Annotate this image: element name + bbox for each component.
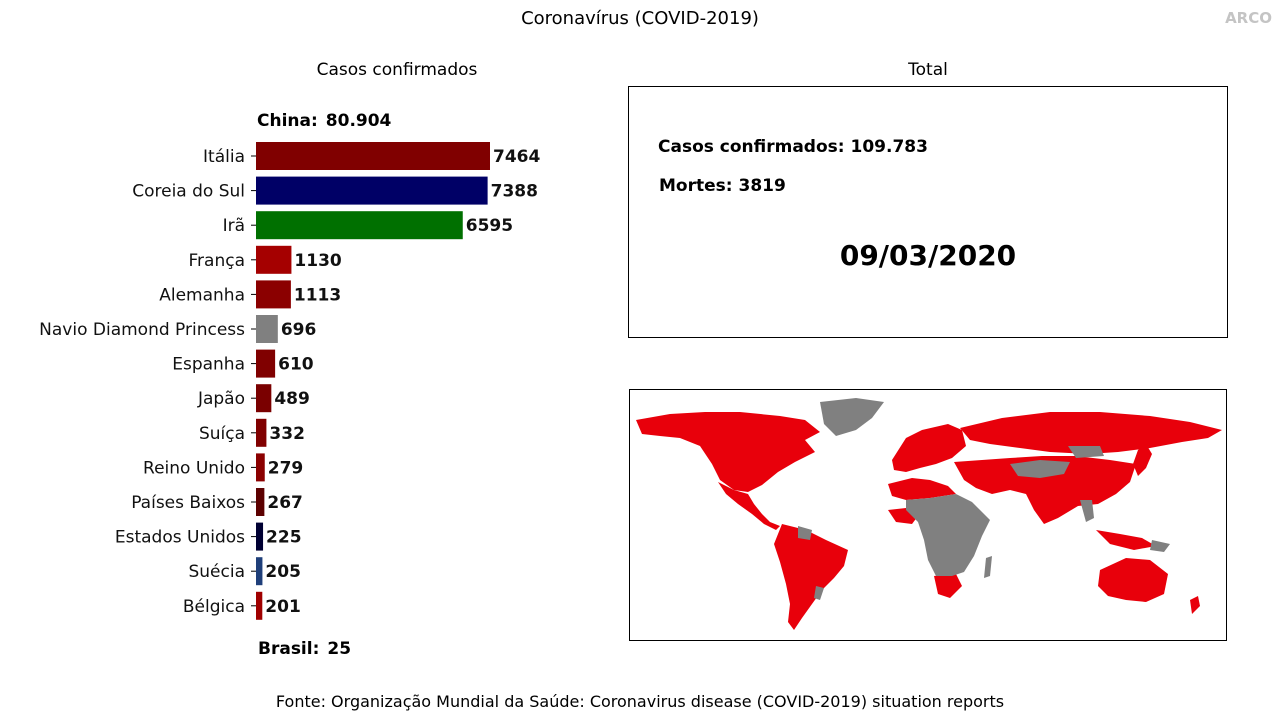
data-label: 7388 (491, 182, 538, 202)
unaffected-countries (798, 398, 1170, 600)
chart-title: Coronavírus (COVID-2019) (521, 8, 759, 29)
bar (256, 245, 292, 274)
y-tick-label: Suécia (188, 562, 245, 582)
brasil-cases: Brasil: 25 (258, 639, 359, 659)
y-tick-label: Países Baixos (131, 493, 245, 513)
data-label: 696 (281, 320, 317, 340)
y-tick-label: Reino Unido (143, 458, 245, 478)
bar (256, 488, 265, 516)
bar (256, 384, 272, 413)
y-tick-label: Estados Unidos (115, 528, 245, 548)
total-deaths-label: Mortes: (659, 176, 733, 196)
data-label: 205 (265, 562, 301, 582)
y-tick-label: Bélgica (183, 597, 245, 617)
y-tick-label: França (189, 251, 246, 271)
total-cases-label: Casos confirmados: (658, 137, 845, 157)
data-label: 7464 (493, 147, 540, 167)
bar (256, 280, 291, 309)
total-deaths-value: 3819 (738, 176, 786, 196)
bar (256, 557, 263, 586)
total-deaths: Mortes: 3819 (659, 176, 786, 196)
total-cases: Casos confirmados: 109.783 (658, 137, 928, 157)
totals-panel: Casos confirmados: 109.783 Mortes: 3819 … (628, 86, 1228, 338)
totals-title: Total (908, 60, 948, 80)
bar (256, 142, 490, 170)
china-label: China: (257, 111, 318, 131)
bar (256, 453, 265, 482)
data-label: 267 (267, 493, 303, 513)
world-map-graphic (636, 398, 1222, 630)
data-label: 489 (274, 389, 310, 409)
y-tick-label: Coreia do Sul (132, 182, 245, 202)
watermark-logo: ARCO (1225, 9, 1272, 27)
data-label: 1113 (294, 285, 341, 305)
data-label: 6595 (466, 216, 513, 236)
china-cases: China: 80.904 (257, 111, 399, 131)
bar (256, 211, 463, 240)
bar (256, 315, 278, 343)
source-note: Fonte: Organização Mundial da Saúde: Cor… (275, 692, 1005, 711)
data-label: 279 (268, 458, 304, 478)
bar (256, 349, 276, 378)
data-label: 610 (278, 355, 314, 375)
bar-chart-title: Casos confirmados (316, 60, 478, 80)
brasil-label: Brasil: (258, 639, 320, 659)
total-cases-value: 109.783 (850, 137, 928, 157)
bar (256, 176, 488, 205)
y-tick-label: Japão (197, 389, 245, 409)
bar (256, 418, 267, 447)
data-label: 225 (266, 528, 302, 548)
brasil-value: 25 (327, 639, 352, 659)
world-map (629, 389, 1227, 641)
y-tick-label: Itália (203, 147, 245, 167)
y-tick-label: Suíça (199, 424, 245, 444)
y-tick-label: Navio Diamond Princess (39, 320, 245, 340)
bar (256, 522, 264, 551)
china-value: 80.904 (325, 111, 392, 131)
y-tick-label: Alemanha (159, 285, 245, 305)
data-label: 332 (269, 424, 305, 444)
data-label: 201 (265, 597, 301, 617)
y-tick-label: Irã (223, 216, 245, 236)
bar (256, 591, 263, 620)
y-tick-label: Espanha (172, 355, 245, 375)
data-label: 1130 (294, 251, 341, 271)
cases-bar-chart: Itália 7464 Coreia do Sul 7388 Irã 6595 França… (39, 142, 540, 620)
report-date: 09/03/2020 (839, 239, 1017, 272)
